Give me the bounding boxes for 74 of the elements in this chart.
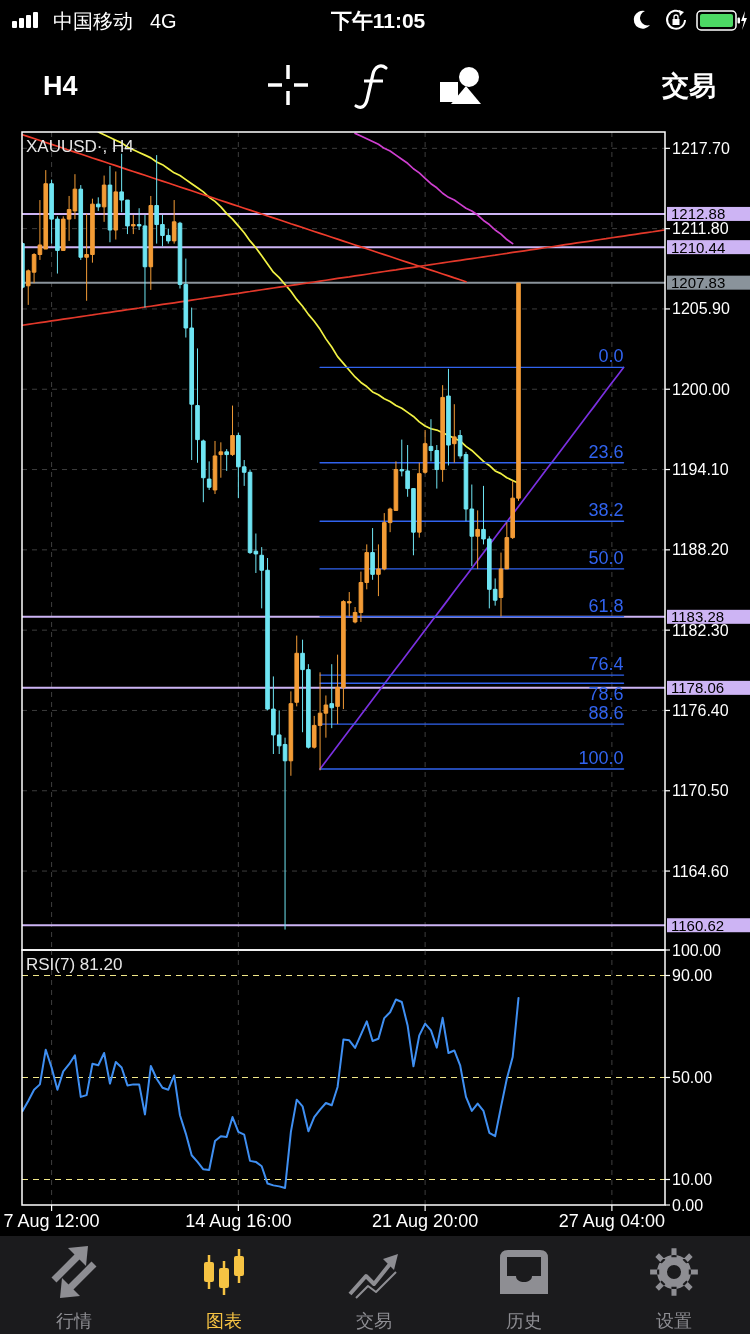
text: 图表 — [206, 1311, 242, 1331]
candlestick — [452, 403, 457, 464]
candlestick — [206, 460, 212, 491]
y-tick-label: 1176.40 — [672, 701, 729, 719]
candlestick — [107, 165, 113, 243]
candlestick — [230, 405, 235, 457]
y-tick-label: 1188.20 — [672, 541, 729, 559]
y-tick-label: 1217.70 — [672, 139, 730, 157]
candlestick — [288, 690, 294, 777]
series-label: 61.8 — [588, 595, 624, 616]
y-tick-label: 1182.30 — [672, 621, 729, 639]
line-series — [354, 132, 514, 245]
ref-line-label: 1212.88 — [671, 205, 726, 223]
series-label: 0.0 — [598, 346, 624, 367]
candlestick — [446, 368, 451, 466]
ref-line-label: 1207.83 — [671, 274, 726, 292]
y-tick-label: 0.00 — [672, 1196, 704, 1214]
y-tick-label: 1211.80 — [672, 220, 729, 238]
line-series — [22, 229, 665, 327]
series-label: 38.2 — [588, 500, 624, 521]
line-series — [319, 366, 625, 770]
candlestick — [95, 196, 101, 212]
candlestick — [218, 441, 224, 479]
candlestick — [475, 509, 480, 570]
x-tick-label: 21 Aug 20:00 — [372, 1211, 479, 1231]
candlestick — [113, 170, 119, 241]
text: H4 — [43, 71, 78, 101]
series-label: 76.4 — [588, 654, 624, 675]
series-label: 50.0 — [588, 547, 624, 568]
candlestick — [294, 635, 300, 707]
candlestick — [440, 384, 445, 483]
candlestick — [171, 199, 177, 245]
text: 中国移动 — [53, 10, 133, 32]
candlestick — [101, 175, 107, 223]
candlestick — [195, 347, 200, 464]
y-tick-label: 90.00 — [672, 967, 713, 984]
candlestick — [148, 195, 154, 291]
x-tick-label: 27 Aug 04:00 — [558, 1211, 665, 1231]
candlestick — [224, 448, 229, 472]
y-tick-label: 100.00 — [672, 941, 722, 959]
x-tick-label: 14 Aug 16:00 — [185, 1211, 292, 1231]
series-label: 88.6 — [588, 703, 624, 724]
y-tick-label: 1205.90 — [672, 300, 730, 318]
x-tick-label: 7 Aug 12:00 — [3, 1211, 100, 1231]
series-label: 78.6 — [588, 684, 624, 705]
y-tick-label: 50.00 — [672, 1069, 713, 1086]
candlestick — [78, 184, 84, 261]
series-label: 100.0 — [578, 747, 624, 768]
line-series — [22, 133, 467, 283]
line-series — [22, 996, 520, 1189]
candlestick — [422, 429, 428, 475]
candlestick — [416, 462, 422, 539]
ref-line-label: 1210.44 — [671, 238, 726, 256]
candlestick — [329, 663, 335, 729]
ref-line-label: 1178.06 — [671, 679, 725, 697]
y-tick-label: 1200.00 — [672, 380, 730, 398]
candlestick — [212, 440, 218, 495]
y-tick-label: 10.00 — [672, 1171, 713, 1188]
series-label: 23.6 — [588, 441, 624, 462]
text: 交易 — [661, 71, 716, 101]
chart-title: RSI(7) 81.20 — [26, 955, 123, 974]
text: 下午11:05 — [329, 9, 426, 32]
text: 交易 — [356, 1311, 392, 1331]
candlestick — [201, 439, 206, 503]
candlestick — [131, 214, 136, 235]
text: 历史 — [506, 1311, 542, 1331]
text: 设置 — [656, 1311, 692, 1331]
y-tick-label: 1170.50 — [672, 782, 729, 800]
candlestick — [370, 527, 375, 581]
text: 4G — [150, 10, 177, 32]
y-tick-label: 1194.10 — [672, 461, 729, 479]
y-tick-label: 1164.60 — [672, 862, 729, 880]
text: 行情 — [56, 1311, 92, 1331]
ref-line-label: 1160.62 — [671, 916, 725, 934]
